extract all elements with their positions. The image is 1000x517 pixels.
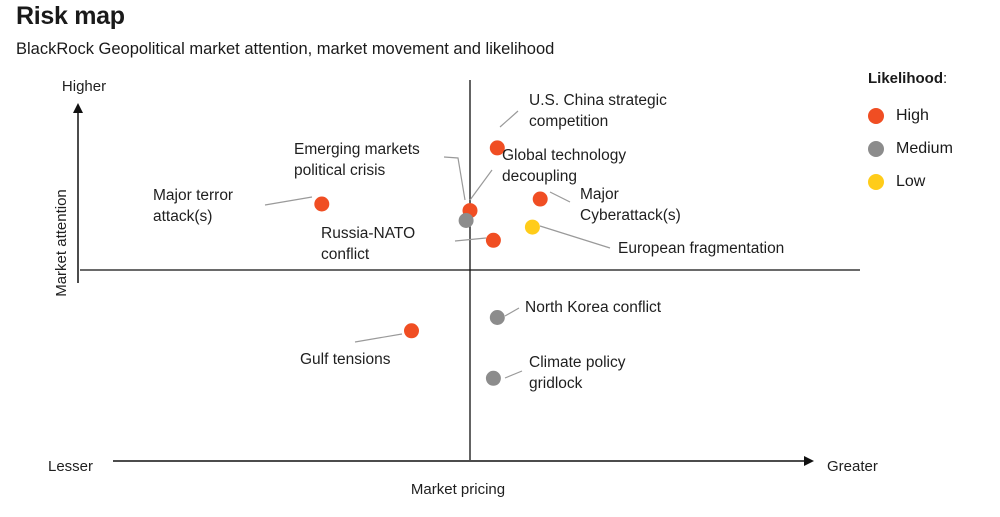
legend-swatch bbox=[868, 140, 884, 157]
chart-subtitle: BlackRock Geopolitical market attention,… bbox=[16, 40, 555, 58]
point-label: Major terror attack(s) bbox=[153, 187, 233, 225]
leader-line bbox=[504, 370, 523, 379]
chart-title: Risk map bbox=[16, 2, 125, 30]
leader-line bbox=[443, 156, 466, 201]
legend-swatch bbox=[868, 173, 884, 190]
data-point bbox=[532, 191, 548, 207]
x-axis-high-label: Greater bbox=[827, 458, 878, 475]
data-point bbox=[485, 232, 501, 248]
point-label: Russia-NATO conflict bbox=[321, 225, 415, 263]
leader-line bbox=[454, 237, 487, 242]
data-point bbox=[489, 140, 505, 156]
data-point bbox=[485, 370, 501, 386]
legend-label: Low bbox=[896, 172, 926, 190]
x-axis-low-label: Lesser bbox=[48, 458, 93, 475]
leader-line bbox=[469, 169, 493, 201]
point-label: North Korea conflict bbox=[525, 299, 662, 316]
point-label: U.S. China strategic competition bbox=[529, 92, 667, 130]
point-label: Global technology decoupling bbox=[502, 147, 626, 185]
leader-line bbox=[539, 225, 611, 249]
legend-label: Medium bbox=[896, 139, 953, 157]
leader-line bbox=[499, 110, 519, 128]
y-axis-title: Market attention bbox=[53, 189, 70, 297]
point-label: Emerging markets political crisis bbox=[294, 141, 420, 179]
point-label: Gulf tensions bbox=[300, 351, 391, 368]
leader-line bbox=[354, 333, 403, 343]
legend-item: Low bbox=[868, 165, 953, 198]
point-label: Major Cyberattack(s) bbox=[580, 186, 681, 224]
legend: Likelihood: High Medium Low bbox=[868, 70, 953, 198]
legend-item: Medium bbox=[868, 132, 953, 165]
legend-label: High bbox=[896, 106, 929, 124]
data-point bbox=[314, 196, 330, 212]
data-point bbox=[458, 213, 474, 228]
leader-line bbox=[264, 196, 313, 206]
leader-line bbox=[504, 307, 520, 317]
y-axis-high-label: Higher bbox=[62, 78, 106, 95]
legend-title: Likelihood: bbox=[868, 70, 948, 87]
legend-swatch bbox=[868, 107, 884, 124]
legend-item: High bbox=[868, 99, 953, 132]
x-axis-title: Market pricing bbox=[411, 481, 505, 498]
data-point bbox=[489, 310, 505, 325]
point-label: European fragmentation bbox=[618, 240, 784, 257]
data-point bbox=[524, 219, 540, 235]
data-point bbox=[404, 323, 419, 339]
leader-line bbox=[549, 191, 571, 203]
point-label: Climate policy gridlock bbox=[529, 354, 626, 392]
